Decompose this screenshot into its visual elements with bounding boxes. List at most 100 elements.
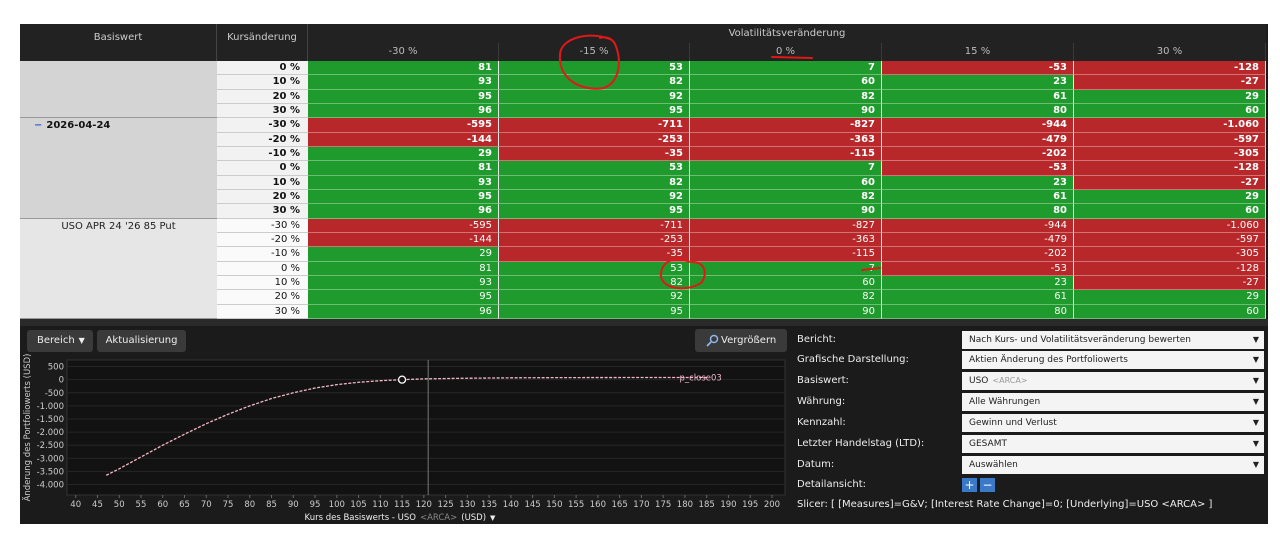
value-cell: 95 [308,190,499,205]
value-cell: -305 [1074,247,1266,262]
group-label-cell: −2026-04-24 [20,118,217,219]
value-cell: -202 [882,247,1074,262]
value-cell: -128 [1074,261,1266,276]
zoom-label: Vergrößern [721,335,777,346]
kurs-cell: 0 % [217,261,308,276]
value-cell: -128 [1074,161,1266,176]
dropdown-arrow: ▼ [78,336,85,345]
value-cell: 53 [499,161,690,176]
kurs-cell: -10 % [217,247,308,262]
value-cell: -597 [1074,132,1266,147]
kurs-cell: -30 % [217,118,308,133]
header-kurs: Kursänderung [217,24,308,61]
value-cell: -827 [690,118,882,133]
dropdown-arrow: ▼ [1252,376,1259,385]
value-cell: 7 [690,61,882,76]
setting-label: Basiswert: [797,375,849,386]
value-cell: -1.060 [1074,218,1266,233]
range-label: Bereich [37,335,75,346]
value-cell: 23 [882,175,1074,190]
group-label-cell: USO APR 24 '26 85 Put [20,218,217,319]
value-cell: -144 [308,233,499,248]
value-cell: 81 [308,261,499,276]
kurs-cell: 30 % [217,304,308,319]
kurs-cell: 10 % [217,75,308,90]
setting-label: Kennzahl: [797,417,846,428]
setting-dropdown[interactable]: Aktien Änderung des Portfoliowerts ▼ [962,351,1264,369]
kurs-cell: -20 % [217,233,308,248]
dropdown-arrow: ▼ [1252,355,1259,364]
value-cell: 92 [499,190,690,205]
value-cell: 80 [882,304,1074,319]
value-cell: -253 [499,233,690,248]
value-cell: 93 [308,175,499,190]
setting-dropdown[interactable]: Alle Währungen ▼ [962,393,1264,411]
header-vol-column: -30 % [308,43,499,61]
kurs-cell: -10 % [217,147,308,162]
value-cell: 60 [690,75,882,90]
value-cell: 96 [308,104,499,119]
value-cell: -53 [882,261,1074,276]
setting-dropdown[interactable]: Gewinn und Verlust ▼ [962,414,1264,432]
value-cell: -711 [499,118,690,133]
setting-label: Bericht: [797,334,837,345]
collapse-button[interactable]: − [980,478,995,492]
value-cell: 95 [499,104,690,119]
value-cell: -711 [499,218,690,233]
setting-value: GESAMT [969,439,1007,449]
value-cell: 96 [308,304,499,319]
setting-dropdown[interactable]: GESAMT ▼ [962,435,1264,453]
value-cell: 90 [690,304,882,319]
slicer: Slicer: [ [Measures]=G&V; [Interest Rate… [797,499,1213,510]
value-cell: -595 [308,118,499,133]
value-cell: -128 [1074,61,1266,76]
dropdown-arrow: ▼ [1252,335,1259,344]
zoom-button[interactable]: Vergrößern [695,329,787,352]
value-cell: 93 [308,276,499,291]
value-cell: 95 [499,304,690,319]
value-cell: 82 [690,290,882,305]
value-cell: -53 [882,61,1074,76]
kurs-cell: -30 % [217,218,308,233]
value-cell: 60 [1074,204,1266,219]
setting-dropdown[interactable]: Nach Kurs- und Volatilitätsveränderung b… [962,331,1264,349]
expand-button[interactable]: + [962,478,977,492]
splitter [20,319,1268,326]
value-cell: 95 [308,89,499,104]
setting-label: Währung: [797,396,846,407]
value-cell: -115 [690,147,882,162]
value-cell: 23 [882,75,1074,90]
value-cell: 61 [882,190,1074,205]
range-button[interactable]: Bereich ▼ [27,330,93,352]
value-cell: 82 [499,75,690,90]
value-cell: 80 [882,204,1074,219]
value-cell: 53 [499,261,690,276]
value-cell: 92 [499,290,690,305]
value-cell: 81 [308,61,499,76]
value-cell: 60 [690,276,882,291]
refresh-button[interactable]: Aktualisierung [97,330,186,352]
value-cell: 29 [308,147,499,162]
value-cell: 60 [690,175,882,190]
value-cell: 82 [690,89,882,104]
value-cell: 95 [499,204,690,219]
value-cell: 7 [690,161,882,176]
kurs-cell: 20 % [217,190,308,205]
value-cell: -479 [882,233,1074,248]
value-cell: -115 [690,247,882,262]
setting-dropdown[interactable]: USO <ARCA> ▼ [962,372,1264,390]
value-cell: -35 [499,147,690,162]
value-cell: 90 [690,104,882,119]
kurs-cell: 30 % [217,104,308,119]
value-cell: 90 [690,204,882,219]
value-cell: 23 [882,276,1074,291]
value-cell: -1.060 [1074,118,1266,133]
setting-label: Grafische Darstellung: [797,354,909,365]
kurs-cell: 0 % [217,61,308,76]
value-cell: 95 [308,290,499,305]
setting-dropdown[interactable]: Auswählen ▼ [962,456,1264,474]
value-cell: 53 [499,61,690,76]
header-vol-column: -15 % [499,43,690,61]
header-vol-title: Volatilitätsveränderung [308,24,1266,43]
value-cell: 82 [690,190,882,205]
